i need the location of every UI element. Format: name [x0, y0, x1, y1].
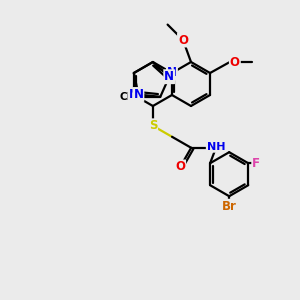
Text: O: O: [230, 56, 240, 68]
Text: F: F: [252, 157, 260, 170]
Text: N: N: [164, 70, 174, 83]
Text: NH: NH: [207, 142, 225, 152]
Text: N: N: [167, 67, 177, 80]
Text: Br: Br: [222, 200, 237, 213]
Text: CH₃: CH₃: [120, 92, 141, 102]
Text: N: N: [129, 88, 139, 101]
Text: O: O: [175, 160, 185, 173]
Text: S: S: [148, 119, 157, 132]
Text: N: N: [134, 88, 143, 101]
Text: O: O: [178, 34, 188, 46]
